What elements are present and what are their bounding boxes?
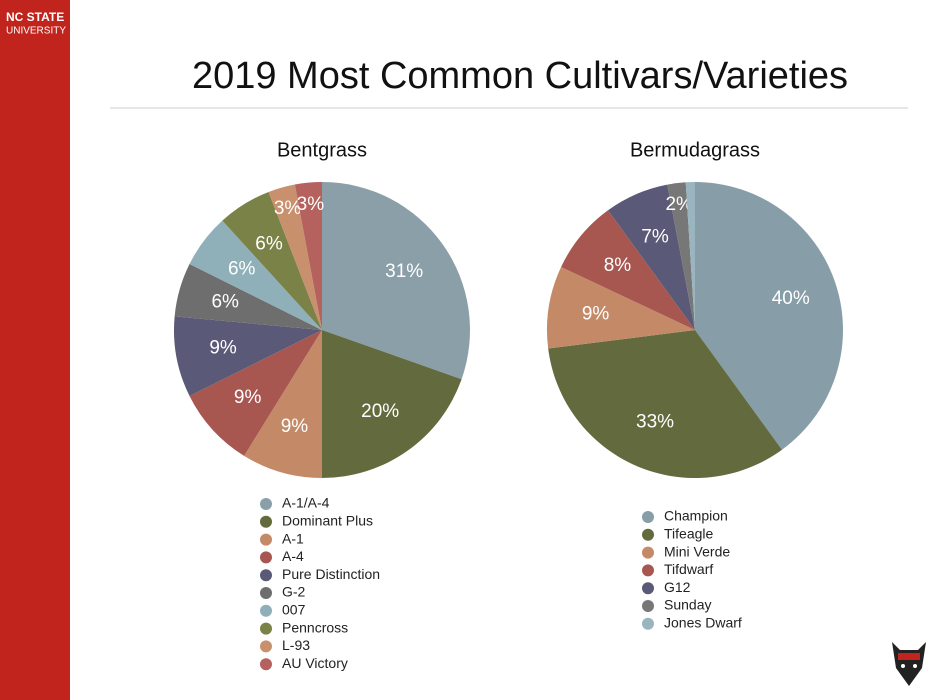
data-label: 40%: [772, 288, 810, 309]
legend-label: L-93: [282, 637, 310, 653]
data-label: 2%: [665, 194, 693, 215]
data-label: 9%: [582, 303, 610, 324]
data-label: 6%: [228, 258, 256, 279]
pie-slice: [244, 330, 322, 478]
legend-label: G12: [664, 579, 691, 595]
data-label: 7%: [641, 227, 669, 248]
legend-swatch: [642, 564, 654, 577]
legend-label: A-1: [282, 530, 304, 546]
legend-label: AU Victory: [282, 655, 348, 671]
chart-title: Bermudagrass: [630, 139, 760, 161]
legend-swatch: [260, 551, 272, 564]
legend-label: Tifdwarf: [664, 561, 713, 577]
sidebar: [0, 0, 70, 700]
logo-text: UNIVERSITY: [6, 26, 66, 37]
legend-swatch: [260, 587, 272, 599]
mascot-logo: [892, 642, 926, 686]
pie-slice: [322, 330, 462, 478]
data-label: 31%: [385, 261, 423, 282]
chart-title: Bentgrass: [277, 139, 367, 161]
data-label: 9%: [234, 387, 262, 408]
legend-label: Pure Distinction: [282, 566, 380, 582]
data-label: 9%: [209, 338, 237, 359]
legend-label: Penncross: [282, 619, 348, 635]
data-label: 6%: [211, 291, 239, 312]
pie-slice: [189, 220, 322, 330]
legend-swatch: [642, 528, 654, 541]
legend-label: A-1/A-4: [282, 495, 330, 511]
data-label: 9%: [281, 416, 309, 437]
legend-swatch: [260, 533, 272, 546]
pie-slice: [294, 182, 322, 330]
pie-slice: [561, 210, 695, 330]
legend-swatch: [260, 658, 272, 671]
data-label: 3%: [297, 194, 325, 215]
slide-title: 2019 Most Common Cultivars/Varieties: [192, 55, 848, 97]
legend-label: Tifeagle: [664, 526, 714, 542]
legend-label: G-2: [282, 584, 306, 600]
legend-swatch: [642, 582, 654, 595]
pie-slice: [548, 330, 782, 478]
data-label: 20%: [361, 401, 399, 422]
pie-slice: [685, 182, 695, 330]
legend-swatch: [260, 604, 272, 617]
data-label: 8%: [604, 255, 632, 276]
pie-slice: [322, 182, 471, 380]
legend-swatch: [260, 498, 272, 510]
legend-swatch: [642, 511, 654, 523]
data-label: 3%: [274, 198, 302, 219]
pie-slice: [547, 266, 695, 349]
legend-swatch: [260, 622, 272, 635]
data-label: 6%: [255, 233, 283, 254]
legend-label: Sunday: [664, 597, 711, 613]
pie-slice: [667, 182, 695, 330]
legend-label: Champion: [664, 508, 728, 524]
logo-text: NC STATE: [6, 10, 64, 24]
legend-label: Mini Verde: [664, 543, 730, 559]
pie-slice: [695, 182, 843, 450]
pie-slice: [174, 316, 322, 396]
pie-slice: [608, 184, 695, 330]
legend-label: Jones Dwarf: [664, 615, 742, 631]
legend-label: Dominant Plus: [282, 513, 373, 529]
pie-slice: [189, 330, 322, 456]
pie-slice: [174, 264, 322, 330]
legend-swatch: [260, 569, 272, 582]
legend-swatch: [642, 617, 654, 630]
legend-label: 007: [282, 602, 306, 618]
legend-swatch: [260, 640, 272, 653]
legend-swatch: [260, 515, 272, 528]
data-label: 33%: [636, 411, 674, 432]
legend-label: A-4: [282, 548, 304, 564]
legend-swatch: [642, 546, 654, 559]
pie-slice: [222, 191, 322, 330]
pie-slice: [268, 184, 322, 330]
legend-swatch: [642, 600, 654, 612]
